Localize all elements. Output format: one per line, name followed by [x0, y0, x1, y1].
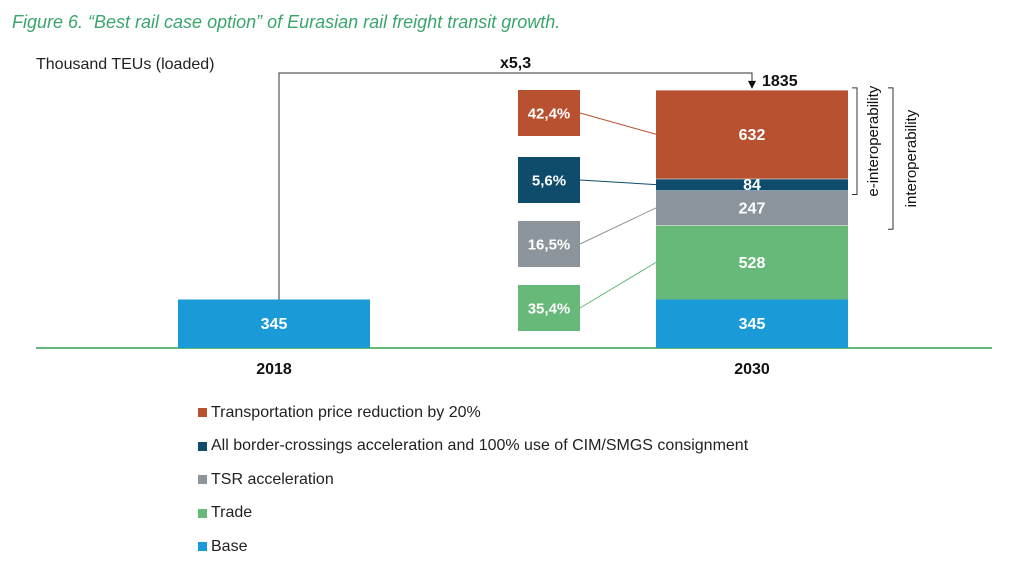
share-label-all-border-crossings-acceleration-and-100-use-of-cim-smgs-consignment: 5,6%: [532, 173, 566, 190]
growth-multiplier-label: x5,3: [500, 55, 531, 72]
bracket-label-e-interoperability: e-interoperability: [865, 85, 882, 196]
bracket-e-interoperability: [852, 87, 858, 196]
legend-label: Base: [211, 537, 248, 555]
arrow-head-icon: [748, 80, 756, 89]
share-box-tsr-acceleration: [518, 221, 580, 267]
data-label-2030-base: 345: [739, 316, 766, 333]
bar-2030-all-border-crossings-acceleration-and-100-use-of-cim-smgs-consignment: [656, 178, 848, 191]
bar-2030-transportation-price-reduction-by-20: [656, 89, 848, 179]
share-box-trade: [518, 285, 580, 331]
legend-item-all-border-crossings-acceleration-and-100-use-of-cim-smgs-consignment: All border-crossings acceleration and 10…: [198, 430, 748, 464]
data-label-2030-all-border-crossings-acceleration-and-100-use-of-cim-smgs-consignment: 84: [743, 177, 761, 194]
y-axis-label: Thousand TEUs (loaded): [36, 56, 214, 73]
data-label-2018-base: 345: [261, 316, 288, 333]
total-label: 1835: [762, 73, 798, 90]
legend-swatch: [198, 408, 207, 418]
data-label-2030-tsr-acceleration: 247: [739, 200, 766, 217]
bar-2018-base: [178, 299, 370, 348]
bracket-label-interoperability: interoperability: [903, 109, 920, 207]
x-tick-label-2018: 2018: [256, 361, 292, 378]
share-leader-line: [579, 112, 657, 135]
share-label-transportation-price-reduction-by-20: 42,4%: [528, 106, 571, 123]
legend-swatch: [198, 542, 207, 552]
legend-swatch: [198, 475, 207, 485]
legend-swatch: [198, 508, 207, 518]
share-label-trade: 35,4%: [528, 301, 571, 318]
x-tick-label-2030: 2030: [734, 361, 770, 378]
data-label-2030-transportation-price-reduction-by-20: 632: [739, 127, 766, 144]
legend-item-transportation-price-reduction-by-20: Transportation price reduction by 20%: [198, 396, 748, 430]
legend-label: All border-crossings acceleration and 10…: [211, 437, 749, 455]
legend-item-base: Base: [198, 530, 748, 564]
legend-label: Trade: [211, 504, 253, 522]
bar-2030-base: [656, 299, 848, 348]
legend-label: Transportation price reduction by 20%: [211, 403, 481, 421]
figure-title: Figure 6. “Best rail case option” of Eur…: [12, 12, 561, 32]
bar-2030-trade: [656, 225, 848, 300]
bar-2030-tsr-acceleration: [656, 190, 848, 226]
legend: Transportation price reduction by 20% All…: [198, 396, 748, 564]
share-leader-line: [579, 261, 657, 309]
legend-label: TSR acceleration: [211, 470, 334, 488]
share-box-transportation-price-reduction-by-20: [518, 90, 580, 136]
legend-item-trade: Trade: [198, 497, 748, 531]
share-leader-line: [579, 207, 657, 245]
growth-connector-line: [278, 72, 753, 300]
legend-item-tsr-acceleration: TSR acceleration: [198, 463, 748, 497]
share-label-tsr-acceleration: 16,5%: [528, 237, 571, 254]
legend-swatch: [198, 441, 207, 451]
bracket-interoperability: [888, 87, 894, 230]
share-box-all-border-crossings-acceleration-and-100-use-of-cim-smgs-consignment: [518, 157, 580, 203]
data-label-2030-trade: 528: [739, 255, 766, 272]
share-leader-line: [579, 179, 657, 186]
stacked-bar-chart: Thousand TEUs (loaded) 345 2018 345 528 247 8…: [36, 55, 992, 378]
